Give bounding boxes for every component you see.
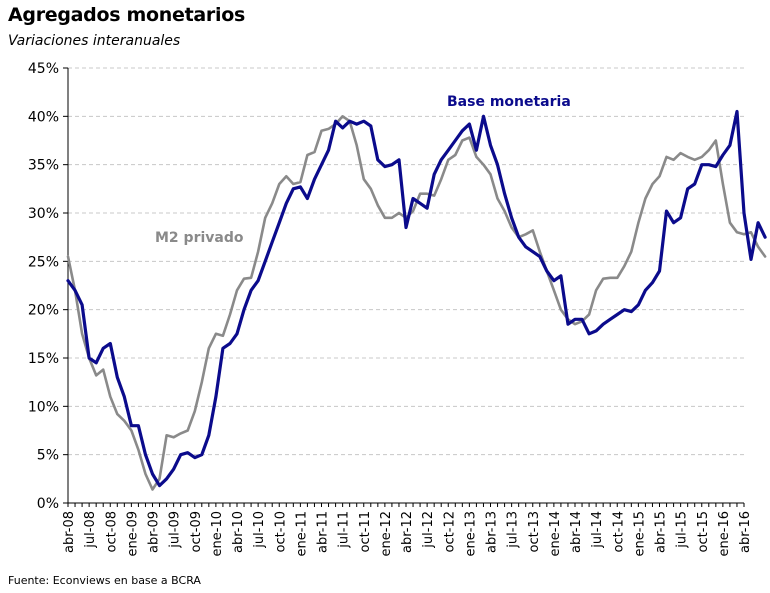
y-tick-label: 40% — [28, 109, 59, 125]
x-tick-label: jul-10 — [252, 511, 267, 549]
y-tick-label: 0% — [37, 496, 59, 512]
x-tick-label: abr-10 — [231, 511, 246, 553]
x-tick-label: oct-12 — [442, 511, 457, 552]
x-tick-label: oct-09 — [189, 511, 204, 552]
x-tick-label: jul-08 — [83, 511, 98, 549]
series-label-m2-privado: M2 privado — [155, 230, 244, 246]
y-tick-label: 35% — [28, 158, 59, 174]
y-tick-label: 20% — [28, 303, 59, 319]
y-tick-label: 25% — [28, 254, 59, 270]
x-tick-label: oct-15 — [696, 511, 711, 552]
series-lines — [66, 109, 767, 491]
x-tick-label: abr-09 — [147, 511, 162, 553]
x-tick-label: oct-10 — [273, 511, 288, 552]
x-tick-label: abr-08 — [62, 511, 77, 553]
y-axis-ticks: 0% 5% 10% 15% 20% 25% 30% 35% 40% 45% — [28, 61, 68, 512]
x-tick-label: ene-14 — [548, 511, 563, 556]
y-tick-label: 30% — [28, 206, 59, 222]
x-tick-label: abr-15 — [654, 511, 669, 553]
series-label-base-monetaria: Base monetaria — [447, 94, 571, 110]
x-axis-ticks: abr-08 jul-08 oct-08 ene-09 abr-09 jul-09 oct-… — [62, 503, 753, 556]
x-tick-label: jul-11 — [337, 511, 352, 549]
x-tick-label: abr-13 — [485, 511, 500, 553]
x-tick-label: abr-14 — [569, 511, 584, 553]
x-tick-label: jul-15 — [675, 511, 690, 549]
x-tick-label: jul-14 — [590, 511, 605, 549]
x-tick-label: ene-13 — [463, 511, 478, 556]
x-tick-label: abr-11 — [316, 511, 331, 553]
y-tick-label: 45% — [28, 61, 59, 77]
axes — [67, 68, 744, 504]
x-tick-label: oct-14 — [611, 511, 626, 552]
x-tick-label: jul-13 — [506, 511, 521, 549]
y-tick-label: 10% — [28, 399, 59, 415]
series-line-base-monetaria — [66, 109, 767, 488]
x-tick-label: ene-11 — [294, 511, 309, 556]
x-tick-label: ene-10 — [210, 511, 225, 556]
x-tick-label: abr-16 — [738, 511, 753, 553]
source-note: Fuente: Econviews en base a BCRA — [8, 574, 201, 587]
x-tick-label: oct-13 — [527, 511, 542, 552]
x-tick-label: ene-16 — [717, 511, 732, 556]
x-tick-label: ene-15 — [632, 511, 647, 556]
x-tick-label: ene-09 — [125, 511, 140, 556]
chart-title: Agregados monetarios — [8, 4, 245, 26]
x-tick-label: oct-08 — [104, 511, 119, 552]
x-tick-label: jul-12 — [421, 511, 436, 549]
x-tick-label: ene-12 — [379, 511, 394, 556]
x-tick-label: jul-09 — [168, 511, 183, 549]
x-tick-label: oct-11 — [358, 511, 373, 552]
series-line-m2-privado — [66, 115, 767, 491]
y-tick-label: 5% — [37, 448, 59, 464]
series-labels: Base monetaria M2 privado — [155, 94, 571, 246]
chart-subtitle: Variaciones interanuales — [8, 33, 181, 49]
x-tick-label: abr-12 — [400, 511, 415, 553]
y-tick-label: 15% — [28, 351, 59, 367]
gridlines — [68, 67, 744, 456]
